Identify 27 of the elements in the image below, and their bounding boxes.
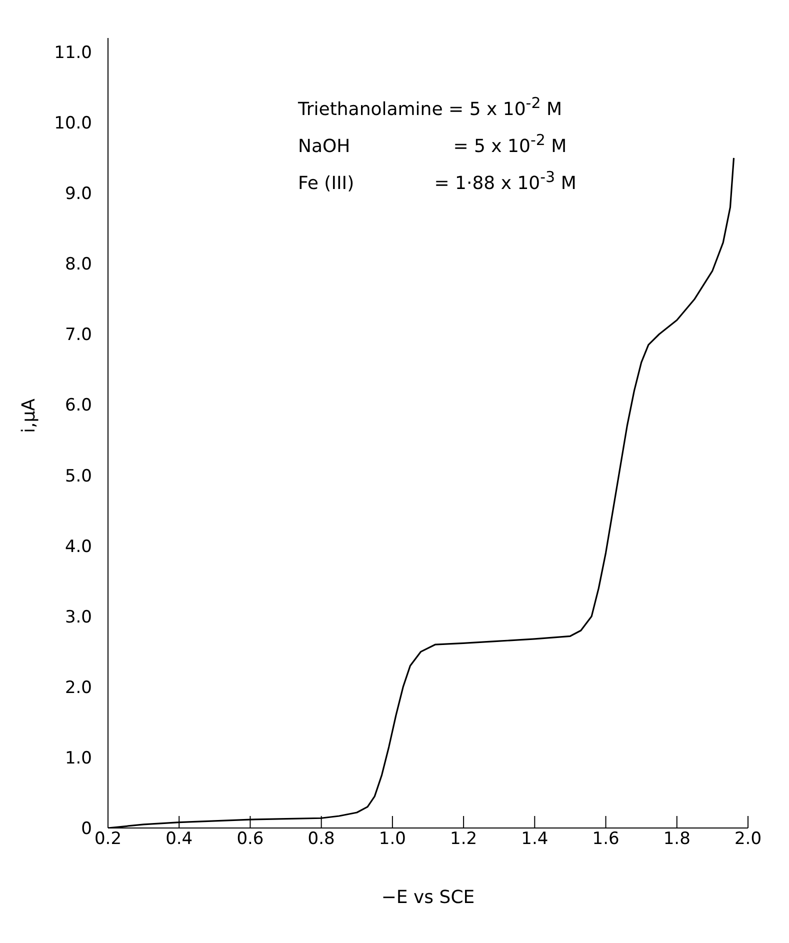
x-tick-label: 1.8	[663, 829, 690, 850]
y-tick-label: 4.0	[64, 536, 92, 557]
annotation: Fe (III) = 1·88 x 10$^{-3}$ M	[298, 167, 576, 196]
annotation: Triethanolamine = 5 x 10$^{-2}$ M	[298, 93, 564, 122]
y-tick-label: 2.0	[64, 678, 92, 698]
x-tick-label: 0.6	[236, 829, 264, 850]
x-tick-label: 1.2	[450, 829, 478, 850]
y-tick-label: 9.0	[64, 184, 92, 204]
x-tick-label: 1.0	[378, 829, 406, 850]
x-tick-label: 1.4	[521, 829, 548, 850]
y-tick-label: 8.0	[64, 254, 92, 275]
x-tick-label: 0.8	[308, 829, 335, 850]
x-axis-title: −E vs SCE	[381, 887, 475, 908]
annotation: NaOH = 5 x 10$^{-2}$ M	[298, 130, 568, 159]
y-tick-label: 0	[81, 818, 92, 839]
y-tick-label: 7.0	[64, 325, 92, 346]
y-tick-label: 6.0	[64, 396, 92, 416]
y-tick-label: 10.0	[54, 114, 92, 134]
y-tick-label: 11.0	[54, 43, 92, 64]
x-tick-label: 1.6	[592, 829, 620, 850]
y-tick-label: 1.0	[64, 748, 92, 768]
y-tick-label: 3.0	[64, 607, 92, 628]
y-axis-title: i,μA	[18, 398, 40, 433]
x-tick-label: 0.4	[166, 829, 193, 850]
x-tick-label: 0.2	[94, 829, 122, 850]
x-tick-label: 2.0	[734, 829, 762, 850]
y-tick-label: 5.0	[64, 466, 92, 486]
